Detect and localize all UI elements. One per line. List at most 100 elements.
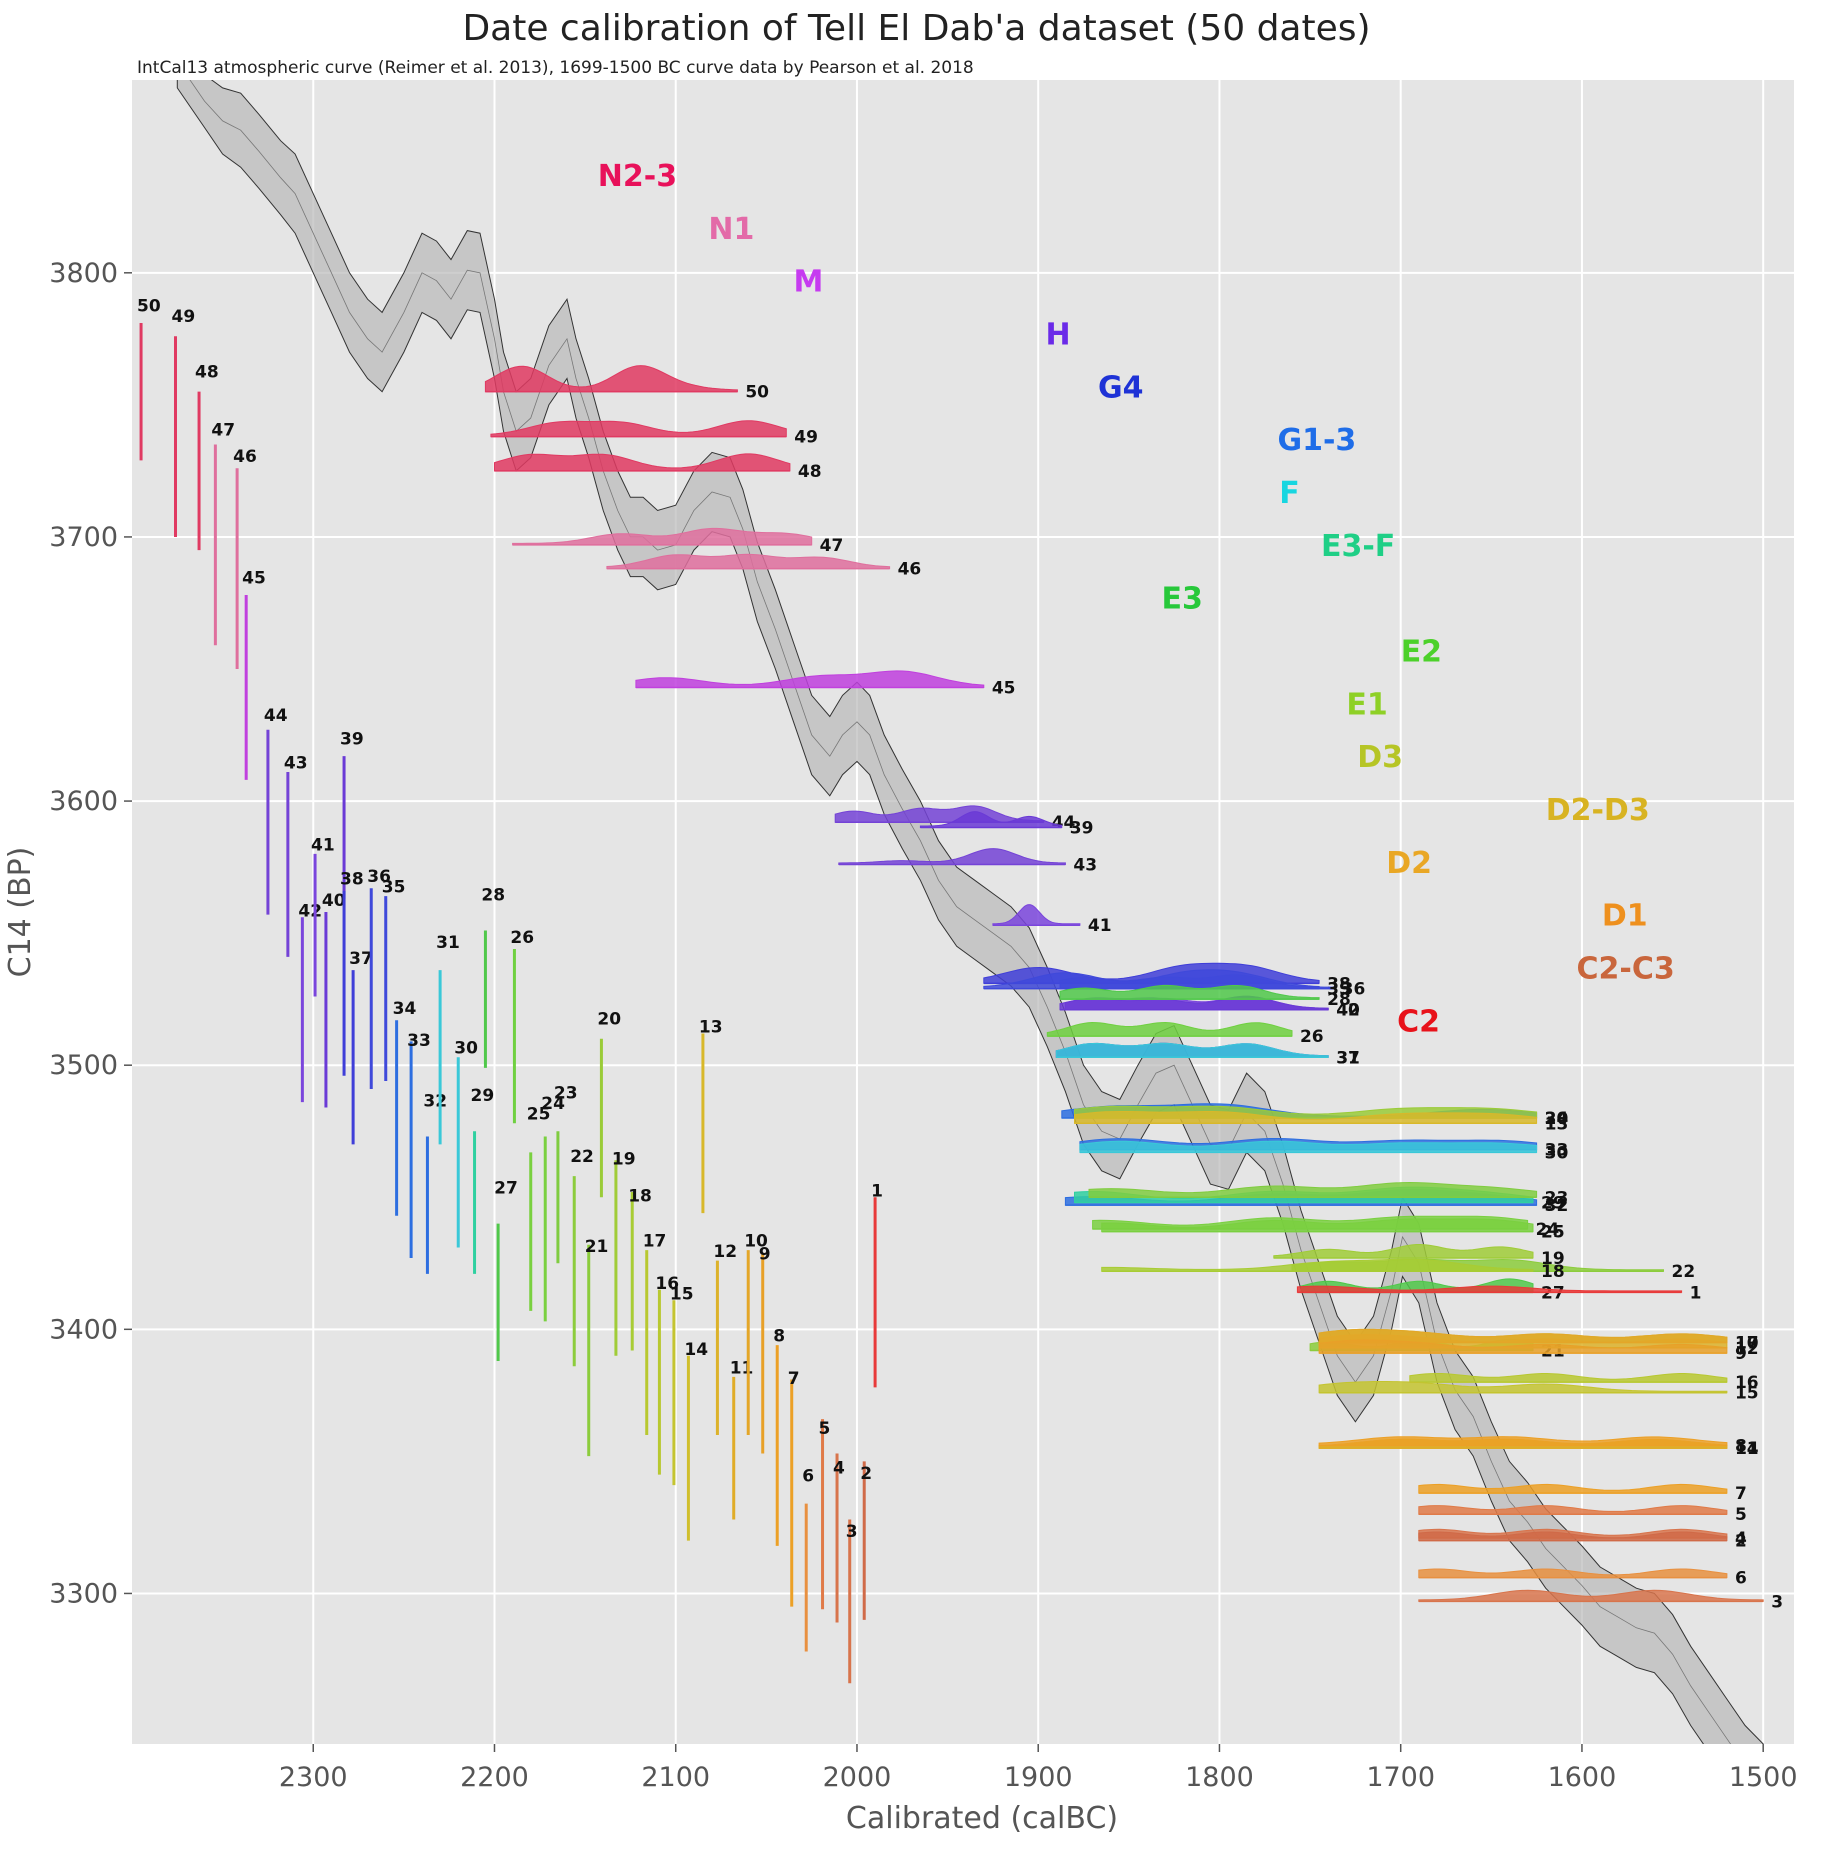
chart-title: Date calibration of Tell El Dab'a datase… bbox=[462, 8, 1371, 49]
error-bar-label-45: 45 bbox=[242, 569, 266, 589]
error-bar-label-28: 28 bbox=[481, 886, 505, 906]
phase-label: D2-D3 bbox=[1546, 793, 1650, 828]
y-tick-label: 3400 bbox=[49, 1314, 118, 1345]
error-bar-label-5: 5 bbox=[819, 1419, 831, 1439]
phase-label: H bbox=[1045, 318, 1070, 353]
error-bar-label-12: 12 bbox=[713, 1242, 737, 1262]
error-bar-label-40: 40 bbox=[322, 891, 346, 911]
distribution-2 bbox=[1418, 1531, 1728, 1542]
distribution-label-16: 16 bbox=[1735, 1373, 1759, 1393]
y-tick-label: 3300 bbox=[49, 1578, 118, 1609]
distribution-label-8: 8 bbox=[1735, 1437, 1747, 1457]
x-axis-label: Calibrated (calBC) bbox=[846, 1801, 1118, 1836]
distribution-label-31: 31 bbox=[1336, 1048, 1360, 1068]
error-bar-label-36: 36 bbox=[367, 867, 391, 887]
distribution-label-5: 5 bbox=[1735, 1505, 1747, 1525]
y-tick-label: 3700 bbox=[49, 522, 118, 553]
phase-label: E1 bbox=[1346, 687, 1387, 722]
distribution-label-14: 14 bbox=[1735, 1439, 1759, 1459]
error-bar-label-50: 50 bbox=[137, 297, 161, 317]
error-bar-label-49: 49 bbox=[171, 307, 195, 327]
distribution-1 bbox=[1296, 1285, 1683, 1293]
error-bar-label-1: 1 bbox=[871, 1181, 883, 1201]
axis-ticks: 2300 2200 2100 2000 1900 1800 1700 1600 1500 3300… bbox=[49, 258, 1797, 1793]
x-tick-label: 1800 bbox=[1185, 1762, 1254, 1793]
error-bar-label-13: 13 bbox=[699, 1018, 723, 1038]
distribution-49 bbox=[490, 420, 787, 438]
c14-error-bars: 5049484746454443424140393837363534333231… bbox=[137, 297, 883, 1684]
distribution-label-22: 22 bbox=[1672, 1262, 1696, 1282]
error-bar-label-44: 44 bbox=[264, 706, 288, 726]
distribution-label-37: 37 bbox=[1336, 1048, 1360, 1068]
error-bar-label-7: 7 bbox=[788, 1369, 800, 1389]
distribution-label-1: 1 bbox=[1690, 1283, 1702, 1303]
distribution-label-45: 45 bbox=[992, 678, 1016, 698]
distribution-31 bbox=[1055, 1042, 1329, 1058]
x-tick-label: 1900 bbox=[1004, 1762, 1073, 1793]
error-bar-label-3: 3 bbox=[846, 1522, 858, 1542]
distribution-24 bbox=[1092, 1215, 1529, 1230]
distribution-45 bbox=[635, 670, 985, 688]
distribution-19 bbox=[1273, 1244, 1534, 1259]
y-tick-label: 3600 bbox=[49, 786, 118, 817]
distribution-48 bbox=[494, 453, 791, 472]
error-bar-label-15: 15 bbox=[670, 1284, 694, 1304]
distribution-10 bbox=[1318, 1328, 1728, 1343]
distribution-label-46: 46 bbox=[898, 560, 922, 580]
error-bar-label-32: 32 bbox=[423, 1092, 447, 1112]
x-tick-label: 2100 bbox=[641, 1762, 710, 1793]
distribution-39 bbox=[919, 811, 1063, 828]
error-bar-label-4: 4 bbox=[833, 1459, 845, 1479]
distribution-8 bbox=[1318, 1436, 1728, 1446]
distribution-label-9: 9 bbox=[1735, 1344, 1747, 1364]
x-tick-label: 1700 bbox=[1366, 1762, 1435, 1793]
error-bar-label-2: 2 bbox=[860, 1464, 872, 1484]
error-bar-label-20: 20 bbox=[597, 1010, 621, 1030]
error-bar-label-9: 9 bbox=[759, 1245, 771, 1265]
distribution-label-19: 19 bbox=[1541, 1249, 1565, 1269]
distribution-label-4: 4 bbox=[1735, 1529, 1747, 1549]
distribution-15 bbox=[1318, 1381, 1728, 1394]
distribution-label-24: 24 bbox=[1536, 1220, 1560, 1240]
error-bar-label-6: 6 bbox=[802, 1467, 814, 1487]
phase-label: F bbox=[1279, 476, 1300, 511]
phase-label: C2 bbox=[1397, 1004, 1440, 1039]
distribution-label-33: 33 bbox=[1545, 1141, 1569, 1161]
distribution-label-35: 35 bbox=[1327, 980, 1351, 1000]
distribution-30 bbox=[1079, 1140, 1538, 1153]
error-bar-label-46: 46 bbox=[233, 447, 257, 467]
distribution-label-20: 20 bbox=[1545, 1109, 1569, 1129]
y-tick-label: 3500 bbox=[49, 1050, 118, 1081]
error-bar-label-23: 23 bbox=[554, 1084, 578, 1104]
intcal-curve-band bbox=[176, 80, 1764, 1744]
distribution-label-36: 36 bbox=[1342, 980, 1366, 1000]
error-bar-label-39: 39 bbox=[340, 730, 364, 750]
error-bar-label-33: 33 bbox=[407, 1031, 431, 1051]
error-bar-label-31: 31 bbox=[436, 933, 460, 953]
distribution-label-10: 10 bbox=[1735, 1334, 1759, 1354]
distribution-label-11: 11 bbox=[1735, 1439, 1759, 1459]
distribution-label-28: 28 bbox=[1327, 990, 1351, 1010]
distribution-7 bbox=[1418, 1483, 1728, 1494]
error-bar-label-25: 25 bbox=[527, 1105, 551, 1125]
error-bar-label-8: 8 bbox=[773, 1327, 785, 1347]
error-bar-label-37: 37 bbox=[349, 949, 373, 969]
distribution-label-48: 48 bbox=[798, 462, 822, 482]
error-bar-label-19: 19 bbox=[612, 1150, 636, 1170]
distribution-label-17: 17 bbox=[1735, 1334, 1759, 1354]
distribution-label-2: 2 bbox=[1735, 1532, 1747, 1552]
error-bar-label-11: 11 bbox=[730, 1358, 754, 1378]
distribution-label-43: 43 bbox=[1073, 855, 1097, 875]
distribution-label-25: 25 bbox=[1541, 1223, 1565, 1243]
distribution-label-29: 29 bbox=[1541, 1194, 1565, 1214]
distribution-label-40: 40 bbox=[1336, 1001, 1360, 1021]
x-tick-label: 1600 bbox=[1548, 1762, 1617, 1793]
x-tick-label: 2200 bbox=[460, 1762, 529, 1793]
distribution-43 bbox=[838, 848, 1066, 865]
distribution-label-47: 47 bbox=[820, 536, 844, 556]
phase-label: G4 bbox=[1098, 370, 1144, 405]
x-tick-label: 1500 bbox=[1729, 1762, 1798, 1793]
error-bar-label-22: 22 bbox=[570, 1147, 594, 1167]
phase-label: M bbox=[794, 265, 824, 300]
